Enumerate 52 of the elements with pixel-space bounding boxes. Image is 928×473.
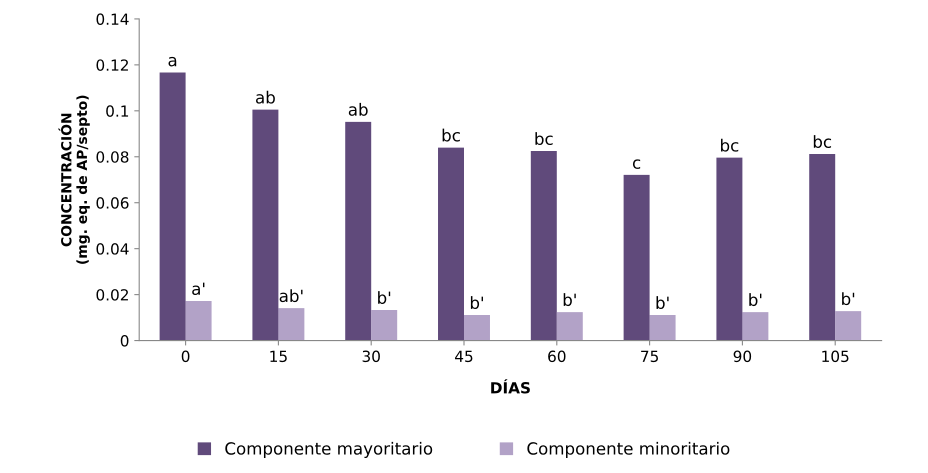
x-tick-label: 105 — [822, 350, 848, 362]
data-label: b' — [378, 291, 390, 304]
data-label: bc — [535, 132, 553, 146]
bar — [742, 312, 768, 341]
x-tick-label: 60 — [548, 350, 566, 362]
data-label: b' — [470, 296, 483, 310]
bar — [464, 315, 490, 341]
bar — [160, 72, 186, 341]
bar — [186, 301, 212, 341]
x-tick-label: 30 — [362, 350, 380, 362]
y-tick-label: 0.06 — [96, 197, 129, 209]
bar — [252, 110, 278, 341]
data-label: b' — [656, 296, 669, 310]
y-tick-label: 0.04 — [96, 243, 129, 255]
data-label: ab — [256, 90, 275, 104]
bar — [624, 174, 650, 341]
y-tick-label: 0.14 — [96, 13, 129, 25]
x-tick-label: 0 — [182, 350, 190, 362]
data-label: ab' — [280, 289, 302, 302]
bar — [556, 312, 583, 341]
data-label: c — [632, 159, 640, 169]
bar — [345, 122, 372, 341]
bar — [530, 151, 557, 341]
bar — [278, 308, 304, 341]
data-label: b' — [564, 293, 576, 306]
data-label: b' — [842, 292, 854, 306]
x-tick-label: 45 — [455, 350, 472, 362]
y-tick-label: 0.08 — [96, 151, 128, 163]
bar — [835, 311, 862, 341]
data-label: b' — [749, 293, 762, 306]
data-label: bc — [442, 128, 460, 142]
bar — [809, 154, 836, 341]
x-tick-label: 90 — [734, 350, 752, 362]
bar — [371, 310, 398, 341]
data-label: a — [168, 56, 176, 66]
y-axis-title: CONCENTRACIÓN (mg. eq. de AP/septo) — [58, 96, 90, 264]
y-tick-label: 0 — [120, 335, 128, 347]
bar — [650, 315, 676, 341]
x-axis-title: DÍAS — [491, 379, 530, 394]
data-label: ab — [348, 102, 368, 116]
legend-label: Componente mayoritario — [225, 442, 432, 458]
bar — [716, 158, 742, 341]
x-tick-label: 75 — [641, 350, 658, 362]
y-tick-label: 0.02 — [96, 289, 128, 301]
legend-label: Componente minoritario — [527, 442, 730, 458]
y-tick-label: 0.1 — [106, 105, 128, 117]
y-tick-label: 0.12 — [96, 59, 128, 71]
data-label: bc — [721, 138, 738, 152]
x-tick-label: 15 — [270, 350, 287, 362]
data-label: a' — [192, 282, 204, 296]
data-label: bc — [814, 135, 832, 148]
bar — [438, 148, 464, 341]
